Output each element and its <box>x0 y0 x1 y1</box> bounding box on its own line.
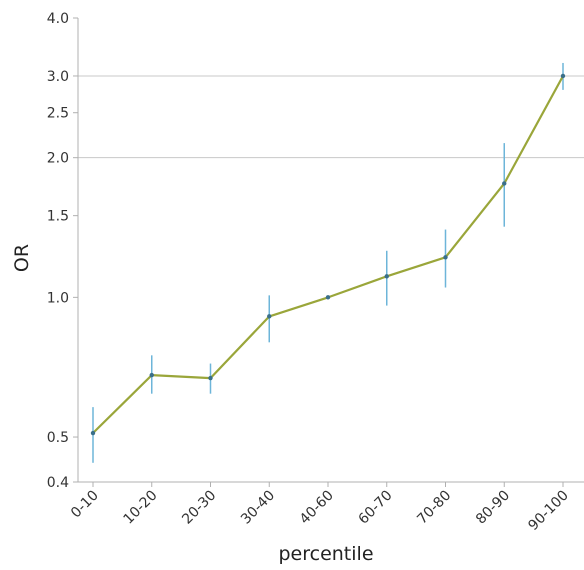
y-tick-label: 1.5 <box>47 209 69 225</box>
x-tick-label: 70-80 <box>414 488 454 528</box>
axes <box>77 18 584 483</box>
series-lines <box>92 75 564 434</box>
y-tick-label: 2.0 <box>47 151 69 167</box>
data-points <box>90 73 566 436</box>
y-tick-label: 0.4 <box>47 475 69 491</box>
data-point <box>443 255 448 260</box>
x-axis-title: percentile <box>278 543 373 565</box>
data-point <box>149 372 154 378</box>
x-tick-label: 60-70 <box>355 488 395 528</box>
gridlines <box>78 75 584 159</box>
series-line <box>92 75 564 434</box>
x-tick-label: 20-30 <box>179 488 219 528</box>
y-tick-label: 2.5 <box>47 106 69 122</box>
data-point <box>502 181 507 186</box>
data-point <box>267 314 272 319</box>
data-point <box>325 295 331 300</box>
y-tick-label: 0.5 <box>47 430 69 446</box>
data-point <box>208 375 213 381</box>
y-tick-labels: 0.4 0.5 1.0 1.5 2.0 2.5 3.0 4.0 <box>47 11 78 491</box>
x-tick-label: 10-20 <box>120 488 160 528</box>
data-point <box>384 274 389 279</box>
x-tick-labels: 0-10 10-20 20-30 30-40 40-60 60-70 70-80 80-90 9… <box>68 482 572 534</box>
x-tick-label: 30-40 <box>238 488 278 528</box>
data-point <box>90 430 96 436</box>
x-tick-label: 80-90 <box>473 488 513 528</box>
error-bars <box>92 62 564 463</box>
x-tick-label: 0-10 <box>68 488 102 522</box>
x-tick-label: 40-60 <box>297 488 337 528</box>
y-tick-label: 3.0 <box>47 69 69 85</box>
y-axis-title: OR <box>11 244 33 272</box>
data-point <box>560 73 566 79</box>
y-tick-label: 1.0 <box>47 290 69 306</box>
y-tick-label: 4.0 <box>47 11 69 27</box>
x-tick-label: 90-100 <box>525 488 571 534</box>
